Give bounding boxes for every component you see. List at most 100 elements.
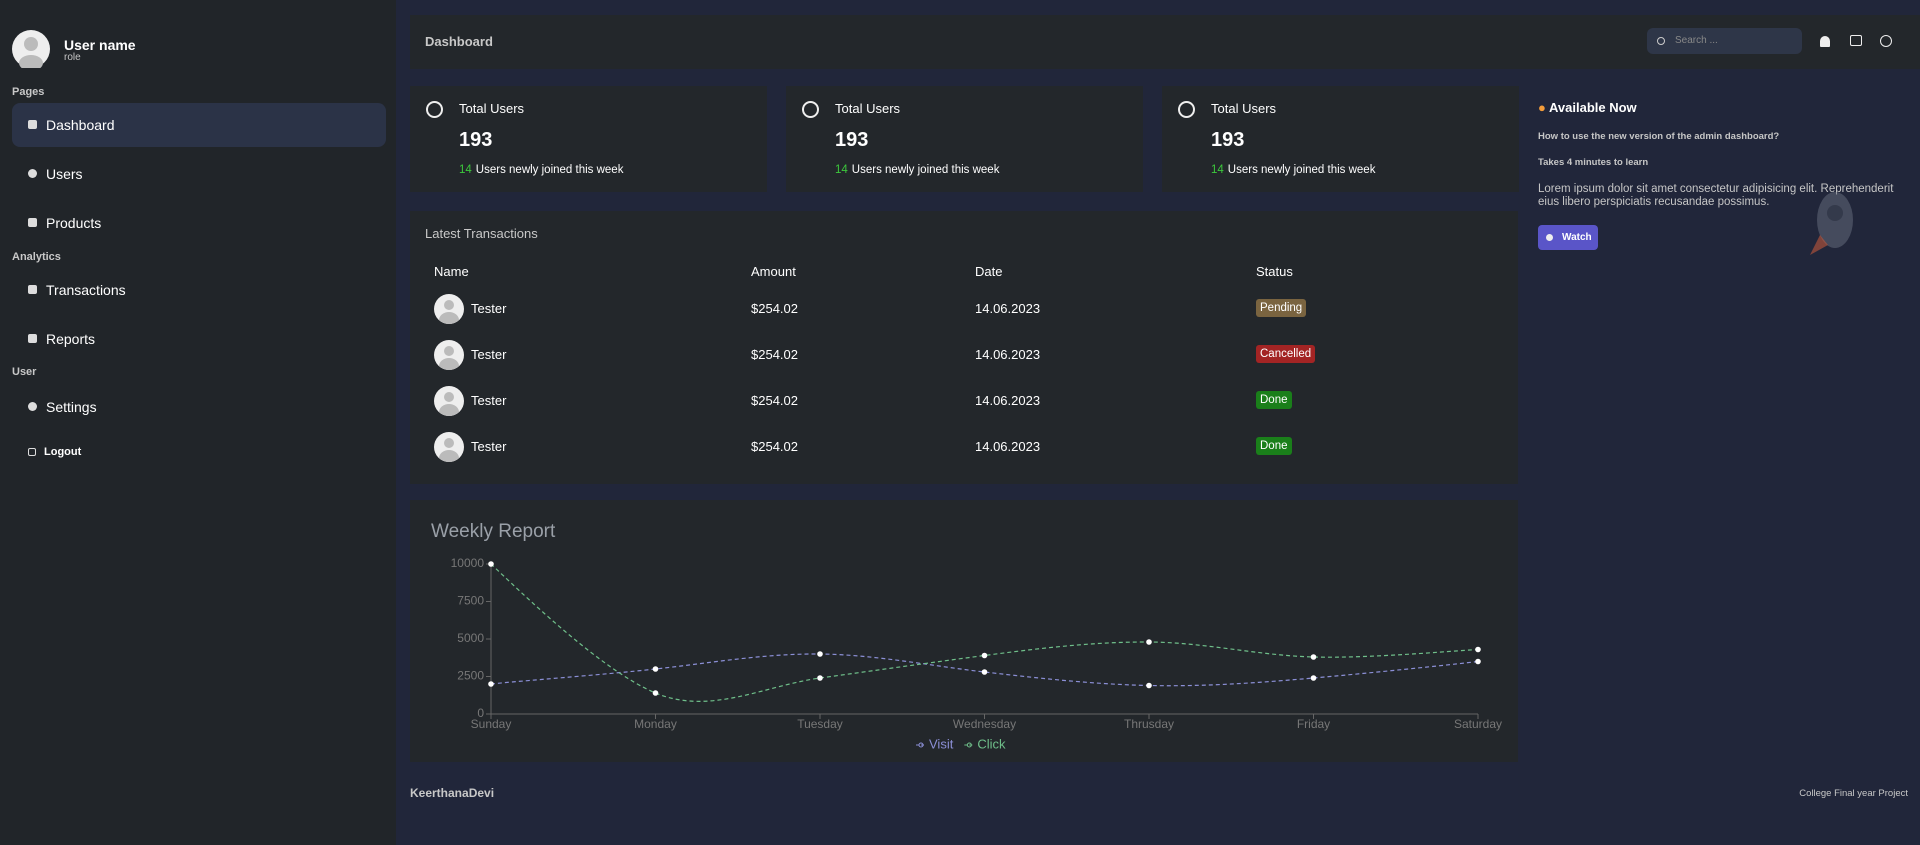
legend-marker [918, 742, 924, 748]
stat-value: 193 [1211, 129, 1245, 151]
series-line [490, 563, 1479, 702]
legend-label: Visit [929, 736, 954, 751]
point [1146, 639, 1152, 645]
point [488, 561, 494, 567]
cell-amount: $254.02 [751, 347, 798, 362]
stat-icon [1178, 101, 1195, 118]
sidebar: User name role Pages Dashboard Users Pro… [0, 0, 396, 845]
stat-title: Total Users [835, 101, 901, 116]
note-text: Users newly joined this week [851, 164, 1000, 176]
x-tick-label: Thrusday [1124, 717, 1174, 731]
cell-date: 14.06.2023 [975, 347, 1041, 362]
nav-item[interactable]: Reports [46, 331, 96, 347]
stat-title: Total Users [459, 101, 525, 116]
legend-label: Click [977, 736, 1006, 751]
status-badge: Cancelled [1256, 345, 1316, 363]
column-header: Name [434, 264, 469, 279]
avatar [12, 30, 50, 68]
page-title: Dashboard [425, 34, 493, 49]
stat-note: 14 Users newly joined this week [835, 164, 999, 176]
stat-icon [426, 101, 443, 118]
avatar-body [439, 450, 459, 462]
bell-icon[interactable] [1820, 36, 1830, 47]
y-tick-label: 7500 [457, 594, 484, 608]
row-avatar [434, 432, 464, 462]
message-icon[interactable] [1850, 35, 1862, 46]
watch-button[interactable]: Watch [1538, 225, 1598, 250]
column-header: Amount [751, 264, 796, 279]
status-badge: Done [1256, 437, 1292, 455]
x-tick-label: Saturday [1454, 717, 1502, 731]
cell-amount: $254.02 [751, 439, 798, 454]
avatar-head [444, 392, 454, 402]
cell-name: Tester [471, 301, 507, 316]
nav-item[interactable]: Transactions [46, 282, 126, 298]
footer-note: College Final year Project [1799, 788, 1908, 799]
section-title: User [12, 366, 37, 378]
cell-date: 14.06.2023 [975, 393, 1041, 408]
avatar-head [444, 346, 454, 356]
stat-icon [802, 101, 819, 118]
point [1475, 658, 1481, 665]
nav-item[interactable]: Users [46, 166, 83, 182]
promo-title-text: Available Now [1549, 100, 1637, 115]
nav-item[interactable]: Products [46, 215, 102, 231]
new-count: 14 [1211, 164, 1224, 176]
point [652, 690, 659, 696]
transactions-panel: Latest Transactions Name Amount Date Status… [410, 211, 1518, 484]
row-avatar [434, 340, 464, 370]
point [1310, 654, 1317, 660]
point [488, 681, 494, 687]
y-tick-label: 5000 [457, 631, 484, 645]
stat-note: 14 Users newly joined this week [459, 164, 623, 176]
active-item-bg [12, 103, 386, 147]
point [1146, 682, 1152, 689]
cell-amount: $254.02 [751, 301, 798, 316]
section-title: Analytics [12, 251, 61, 263]
watch-label: Watch [1562, 232, 1592, 243]
note-text: Users newly joined this week [475, 164, 624, 176]
nav-item[interactable]: Dashboard [46, 117, 115, 133]
rocket-illustration [1810, 192, 1853, 255]
new-count: 14 [459, 164, 472, 176]
y-tick-label: 0 [477, 706, 484, 720]
search-placeholder: Search ... [1675, 35, 1718, 46]
chart-panel [410, 500, 1518, 762]
promo-text: Lorem ipsum dolor sit amet consectetur a… [1538, 183, 1894, 208]
cell-name: Tester [471, 439, 507, 454]
stat-value: 193 [835, 129, 869, 151]
section-title: Pages [12, 86, 45, 98]
avatar-body [439, 358, 459, 370]
user-name: User name [64, 37, 136, 53]
point [817, 651, 823, 657]
logout[interactable]: Logout [44, 446, 82, 458]
avatar-head [444, 438, 454, 448]
panel-title: Latest Transactions [425, 226, 538, 241]
cell-name: Tester [471, 393, 507, 408]
globe-icon[interactable] [1880, 35, 1892, 47]
column-header: Date [975, 264, 1003, 279]
avatar-body [439, 312, 459, 324]
x-tick-label: Sunday [471, 717, 512, 731]
cell-date: 14.06.2023 [975, 439, 1041, 454]
y-tick-label: 2500 [457, 669, 484, 683]
nav-item[interactable]: Settings [46, 399, 97, 415]
promo-question: How to use the new version of the admin … [1538, 131, 1780, 142]
status-badge: Pending [1256, 299, 1307, 317]
stat-card: Total Users 193 14 Users newly joined this … [410, 86, 767, 192]
stat-title: Total Users [1211, 101, 1277, 116]
point [817, 675, 823, 681]
x-tick-label: Friday [1297, 717, 1330, 731]
new-count: 14 [835, 164, 848, 176]
search-box[interactable]: Search ... [1647, 28, 1802, 54]
x-tick-label: Monday [634, 717, 677, 731]
point [652, 666, 659, 672]
y-tick-label: 10000 [451, 556, 485, 570]
point [1475, 646, 1481, 653]
x-tick-label: Tuesday [797, 717, 843, 731]
point [981, 652, 988, 659]
cell-date: 14.06.2023 [975, 301, 1041, 316]
footer-author: KeerthanaDevi [410, 786, 495, 800]
